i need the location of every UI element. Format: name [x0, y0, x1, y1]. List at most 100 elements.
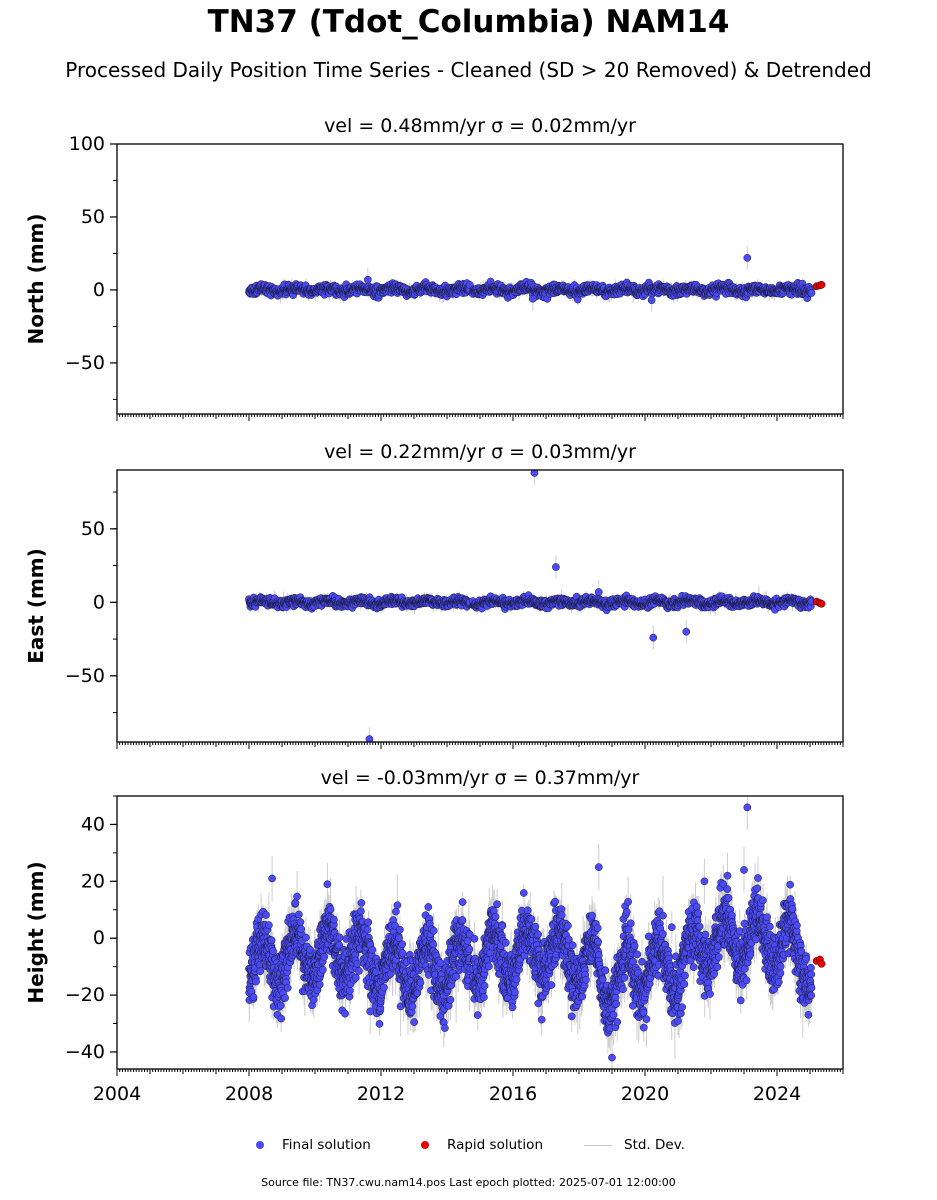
final-solution-point — [281, 994, 289, 1002]
std-dev-lines — [248, 246, 812, 312]
final-solution-point — [480, 981, 489, 990]
final-solution-point — [269, 947, 277, 955]
y-axis-label: North (mm) — [24, 213, 48, 344]
final-solution-point — [564, 935, 573, 944]
final-solution-point — [531, 922, 540, 931]
final-solution-point — [249, 993, 258, 1001]
final-solution-point — [465, 945, 474, 954]
panel-title: vel = 0.22mm/yr σ = 0.03mm/yr — [324, 441, 636, 463]
final-solution-point — [302, 933, 310, 942]
final-solution-points — [245, 803, 826, 1062]
final-solution-point — [380, 983, 388, 992]
final-solution-point — [527, 915, 536, 924]
final-solution-point — [256, 967, 265, 976]
final-solution-point — [368, 945, 377, 954]
y-tick-label: 50 — [81, 206, 105, 228]
final-solution-point — [363, 925, 372, 934]
final-solution-point — [309, 996, 318, 1004]
x-tick-marks — [116, 742, 844, 749]
final-solution-point — [424, 903, 433, 911]
outlier-point — [365, 735, 374, 742]
final-solution-point — [547, 981, 556, 989]
x-ticks — [116, 742, 844, 749]
final-solution-point — [355, 967, 363, 975]
final-solution-point — [293, 892, 301, 901]
final-solution-point — [567, 1012, 576, 1021]
final-solution-point — [306, 945, 314, 954]
final-solution-point — [345, 986, 354, 995]
y-tick-label: 50 — [81, 518, 105, 540]
y-tick-label: −50 — [65, 352, 105, 374]
final-solution-point — [523, 906, 532, 915]
y-tick-label: 0 — [93, 591, 105, 613]
final-solution-point — [491, 912, 500, 921]
final-solution-point — [252, 977, 260, 986]
final-solution-point — [357, 899, 366, 907]
final-solution-point — [493, 900, 501, 909]
outlier-point — [528, 294, 537, 303]
outlier-point — [649, 633, 658, 642]
final-solution-point — [512, 975, 521, 984]
y-tick-label: 0 — [93, 279, 105, 301]
final-solution-point — [551, 897, 559, 906]
outlier-point — [682, 627, 691, 636]
x-tick-marks — [116, 414, 844, 421]
final-solution-point — [297, 925, 306, 933]
final-solution-point — [436, 959, 445, 967]
final-solution-point — [351, 973, 360, 982]
y-axis-label: Height (mm) — [24, 861, 48, 1003]
final-solution-point — [265, 921, 273, 930]
outlier-point — [530, 470, 539, 477]
final-solution-point — [470, 934, 479, 943]
final-solution-point — [323, 880, 332, 889]
y-tick-label: 100 — [69, 133, 105, 155]
final-solution-points — [245, 470, 826, 742]
panel-1: vel = 0.48mm/yr σ = 0.02mm/yr North (mm)−… — [24, 115, 844, 421]
rapid-solution-point — [817, 280, 826, 289]
final-solution-point — [398, 949, 407, 957]
final-solution-point — [557, 911, 566, 920]
final-solution-point — [393, 901, 402, 910]
final-solution-point — [498, 922, 507, 930]
final-solution-point — [501, 938, 510, 947]
final-solution-point — [262, 911, 270, 919]
final-solution-point — [335, 941, 344, 949]
final-solution-point — [277, 1014, 286, 1023]
final-solution-point — [330, 915, 338, 924]
final-solution-point — [807, 289, 816, 297]
final-solution-point — [320, 952, 329, 961]
final-solution-point — [510, 988, 519, 997]
final-solution-point — [564, 921, 572, 930]
final-solution-point — [416, 978, 425, 987]
x-ticks — [116, 414, 844, 421]
final-solution-point — [398, 940, 407, 949]
y-tick-label: −50 — [65, 665, 105, 687]
final-solution-point — [473, 1011, 482, 1019]
final-solution-point — [568, 941, 577, 950]
final-solution-point — [408, 1002, 417, 1011]
final-solution-point — [458, 898, 467, 906]
final-solution-point — [484, 962, 493, 971]
panel-title: vel = -0.03mm/yr σ = 0.37mm/yr — [321, 767, 640, 789]
final-solution-point — [463, 937, 472, 945]
page-subtitle: Processed Daily Position Time Series - C… — [65, 58, 872, 82]
final-solution-point — [283, 984, 292, 992]
final-solution-point — [366, 1007, 375, 1016]
final-solution-point — [537, 1015, 546, 1024]
final-solution-point — [519, 889, 528, 897]
final-solution-point — [295, 910, 303, 919]
final-solution-point — [396, 925, 404, 934]
final-solution-point — [480, 993, 488, 1002]
final-solution-point — [357, 907, 365, 915]
panel-title: vel = 0.48mm/yr σ = 0.02mm/yr — [324, 115, 636, 137]
outlier-point — [594, 588, 603, 596]
final-solution-point — [458, 916, 467, 924]
final-solution-point — [319, 965, 327, 974]
outlier-point — [363, 275, 372, 284]
final-solution-point — [276, 1001, 285, 1010]
outlier-point — [552, 563, 560, 571]
final-solution-point — [452, 972, 460, 981]
final-solution-point — [410, 1018, 419, 1026]
final-solution-point — [534, 930, 542, 939]
